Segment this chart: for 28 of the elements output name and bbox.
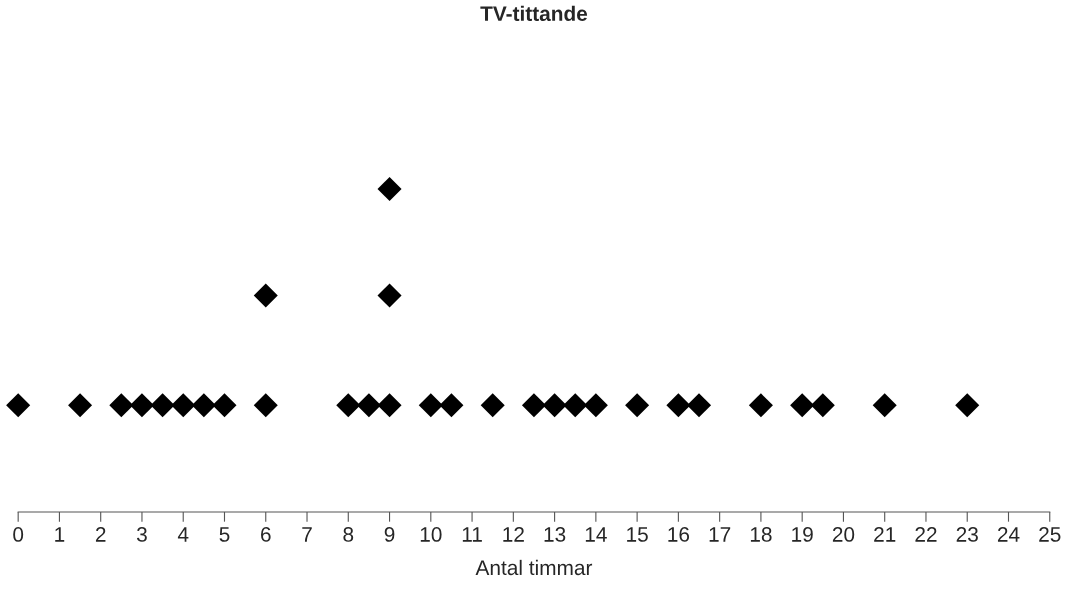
chart-title: TV-tittande xyxy=(480,5,588,22)
x-tick-label: 22 xyxy=(915,527,937,542)
x-tick-label: 6 xyxy=(261,527,271,542)
x-tick-label: 15 xyxy=(627,527,648,542)
x-tick-label: 23 xyxy=(956,527,978,542)
x-tick-label: 7 xyxy=(302,527,312,542)
x-tick-label: 8 xyxy=(343,527,354,542)
x-tick-label: 0 xyxy=(13,527,24,542)
x-tick-label: 14 xyxy=(585,527,607,542)
x-axis-title: Antal timmar xyxy=(475,559,593,576)
x-tick-label: 2 xyxy=(95,527,106,542)
x-tick-label: 12 xyxy=(503,527,524,542)
x-tick-label: 11 xyxy=(462,527,482,542)
x-tick-label: 24 xyxy=(997,527,1020,542)
x-tick-label: 18 xyxy=(750,527,772,542)
x-tick-label: 25 xyxy=(1039,527,1061,542)
x-tick-label: 9 xyxy=(384,527,395,542)
x-tick-label: 13 xyxy=(544,527,566,542)
x-tick-label: 5 xyxy=(219,527,230,542)
x-tick-label: 17 xyxy=(709,527,731,542)
x-tick-label: 3 xyxy=(136,527,147,542)
x-tick-label: 4 xyxy=(177,527,189,542)
x-tick-label: 1 xyxy=(55,527,65,542)
x-tick-label: 16 xyxy=(668,527,690,542)
x-tick-label: 10 xyxy=(420,527,442,542)
x-tick-label: 20 xyxy=(832,527,855,542)
x-tick-label: 19 xyxy=(792,527,813,542)
x-tick-label: 21 xyxy=(874,527,896,542)
